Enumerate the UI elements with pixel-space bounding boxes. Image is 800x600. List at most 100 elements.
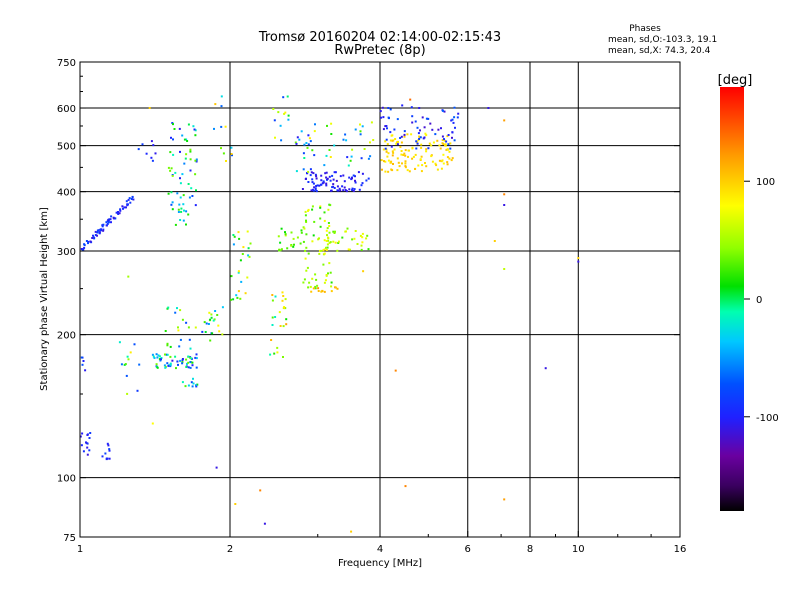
- data-point: [394, 138, 397, 140]
- data-point: [302, 281, 305, 284]
- data-point: [181, 381, 184, 384]
- data-point: [235, 294, 238, 297]
- data-point: [214, 310, 217, 312]
- data-point: [406, 133, 409, 136]
- data-point: [183, 162, 186, 165]
- data-point: [396, 118, 399, 121]
- data-point: [187, 326, 190, 329]
- data-point: [414, 167, 417, 170]
- data-point: [457, 112, 460, 115]
- data-point: [153, 357, 156, 359]
- data-point: [418, 138, 421, 140]
- data-point: [156, 356, 159, 359]
- data-point: [279, 249, 282, 252]
- data-point: [126, 203, 129, 206]
- data-point: [387, 152, 390, 155]
- data-point: [126, 355, 129, 358]
- data-point: [105, 458, 108, 461]
- data-point: [169, 151, 172, 154]
- data-point: [361, 241, 364, 244]
- data-point: [381, 106, 384, 109]
- data-point: [577, 260, 580, 263]
- data-point: [391, 154, 394, 157]
- data-point: [189, 150, 192, 153]
- y-tick-label: 600: [57, 104, 76, 115]
- data-point: [312, 287, 315, 290]
- data-point: [296, 136, 299, 139]
- data-point: [179, 219, 182, 221]
- data-point: [305, 233, 308, 236]
- data-point: [312, 182, 315, 185]
- data-point: [325, 246, 327, 249]
- data-point: [309, 168, 312, 171]
- data-point: [169, 345, 172, 348]
- data-point: [354, 175, 356, 178]
- data-point: [408, 170, 411, 173]
- data-point: [323, 281, 326, 284]
- data-point: [312, 234, 315, 237]
- data-point: [242, 246, 245, 249]
- data-point: [279, 325, 282, 327]
- data-point: [152, 355, 155, 358]
- data-point: [269, 353, 272, 356]
- data-point: [360, 184, 363, 187]
- data-point: [221, 333, 224, 336]
- data-point: [151, 422, 154, 425]
- data-point: [420, 146, 423, 149]
- data-point: [390, 145, 393, 148]
- data-point: [237, 270, 240, 273]
- data-point: [181, 359, 184, 362]
- data-point: [271, 324, 274, 326]
- data-point: [387, 170, 390, 173]
- data-point: [323, 164, 326, 167]
- data-point: [325, 182, 328, 185]
- data-point: [166, 307, 169, 310]
- data-point: [311, 178, 314, 181]
- data-point: [406, 169, 409, 172]
- data-point: [230, 146, 233, 149]
- data-point: [115, 211, 118, 214]
- data-point: [129, 351, 132, 354]
- data-point: [127, 358, 130, 361]
- data-point: [177, 363, 179, 366]
- data-point: [270, 339, 273, 341]
- data-point: [181, 173, 184, 176]
- data-point: [309, 140, 312, 143]
- data-point: [187, 384, 190, 387]
- data-point: [108, 457, 111, 460]
- data-point: [331, 186, 334, 189]
- data-point: [337, 242, 340, 244]
- data-point: [341, 236, 344, 239]
- data-point: [315, 190, 318, 193]
- data-point: [190, 381, 193, 384]
- data-point: [361, 236, 364, 239]
- data-point: [194, 326, 197, 329]
- data-point: [218, 330, 221, 333]
- data-point: [287, 118, 290, 121]
- data-point: [334, 230, 336, 233]
- data-point: [503, 193, 506, 196]
- data-point: [178, 203, 181, 206]
- data-point: [349, 159, 352, 162]
- data-point: [307, 252, 310, 255]
- data-point: [239, 259, 242, 262]
- data-point: [448, 157, 451, 160]
- phases-heading: Phases: [629, 24, 661, 34]
- data-point: [319, 225, 322, 228]
- data-point: [179, 309, 182, 312]
- data-point: [282, 295, 285, 297]
- data-point: [326, 227, 329, 230]
- data-point: [167, 166, 170, 169]
- data-point: [404, 162, 407, 165]
- data-point: [321, 290, 324, 293]
- data-point: [323, 290, 326, 293]
- data-point: [195, 160, 198, 163]
- data-point: [303, 278, 306, 281]
- data-point: [411, 146, 414, 149]
- data-point: [167, 306, 170, 309]
- data-point: [81, 432, 84, 435]
- data-point: [302, 168, 305, 171]
- data-point: [404, 154, 407, 157]
- data-point: [178, 345, 181, 348]
- data-point: [384, 160, 387, 163]
